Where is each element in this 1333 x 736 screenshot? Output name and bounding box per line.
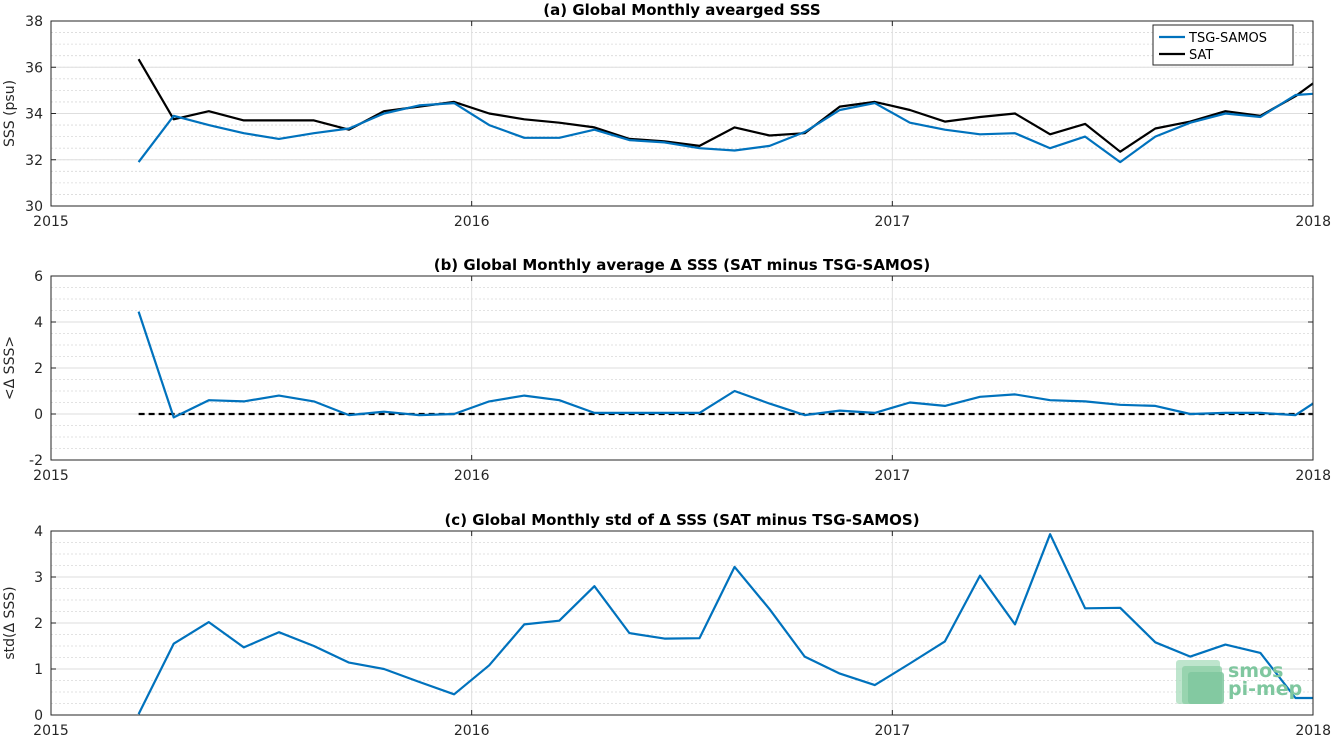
panel-b: -2 0 2 4 6 2015 2016 2017 2018 (b) Global Monthly…: [2, 256, 1331, 484]
panel-a: 30 32 34 36 38 2015 2016 2017 2018 (a) Global Mon…: [2, 1, 1331, 230]
x-tick-label: 2016: [454, 723, 490, 736]
y-tick-label: 4: [34, 315, 43, 331]
logo-text-line1: smos: [1228, 660, 1283, 682]
y-tick-label: 4: [34, 524, 43, 540]
chart-title: (c) Global Monthly std of Δ SSS (SAT min…: [444, 511, 919, 529]
y-tick-label: 0: [34, 708, 43, 724]
x-tick-label: 2015: [33, 723, 69, 736]
y-tick-label: 6: [34, 269, 43, 285]
y-axis-label: std(Δ SSS): [2, 586, 18, 659]
y-tick-label: 36: [25, 60, 43, 76]
panel-c: 0 1 2 3 4 2015 2016 2017 2018 (c) Global Monthly …: [2, 511, 1331, 736]
x-tick-label: 2018: [1295, 468, 1331, 484]
y-tick-label: 1: [34, 662, 43, 678]
x-tick-label: 2017: [875, 468, 911, 484]
x-tick-label: 2015: [33, 468, 69, 484]
y-tick-label: 34: [25, 107, 43, 123]
x-tick-label: 2017: [875, 214, 911, 230]
y-tick-label: 2: [34, 361, 43, 377]
y-axis-label: SSS (psu): [2, 80, 18, 147]
y-tick-label: -2: [29, 453, 43, 469]
y-tick-label: 2: [34, 616, 43, 632]
y-tick-label: 38: [25, 14, 43, 30]
legend: TSG-SAMOS SAT: [1152, 24, 1294, 66]
logo-text-line2: pi-mep: [1228, 678, 1302, 700]
x-tick-label: 2017: [875, 723, 911, 736]
legend-entry-label: SAT: [1189, 48, 1213, 63]
y-axis-label: <Δ SSS>: [2, 336, 18, 400]
series-line-delta-sss: [137, 311, 1314, 419]
y-tick-label: 3: [34, 570, 43, 586]
series-line-tsg-samos: [137, 92, 1314, 164]
series-line-delta-sss: [137, 533, 1313, 715]
x-tick-label: 2015: [33, 214, 69, 230]
logo-block-front: [1188, 672, 1224, 704]
x-tick-label: 2018: [1295, 723, 1331, 736]
series-line-sat: [137, 58, 1314, 153]
legend-entry-label: TSG-SAMOS: [1188, 31, 1267, 46]
legend-box: [1152, 24, 1294, 66]
chart-title: (a) Global Monthly avearged SSS: [543, 1, 820, 19]
y-tick-label: 30: [25, 199, 43, 215]
smos-pi-mep-logo: smos pi-mep: [1176, 660, 1302, 704]
chart-title: (b) Global Monthly average Δ SSS (SAT mi…: [434, 256, 931, 274]
x-tick-label: 2016: [454, 214, 490, 230]
x-tick-label: 2018: [1295, 214, 1331, 230]
y-tick-label: 32: [25, 153, 43, 169]
x-tick-label: 2016: [454, 468, 490, 484]
y-tick-label: 0: [34, 407, 43, 423]
